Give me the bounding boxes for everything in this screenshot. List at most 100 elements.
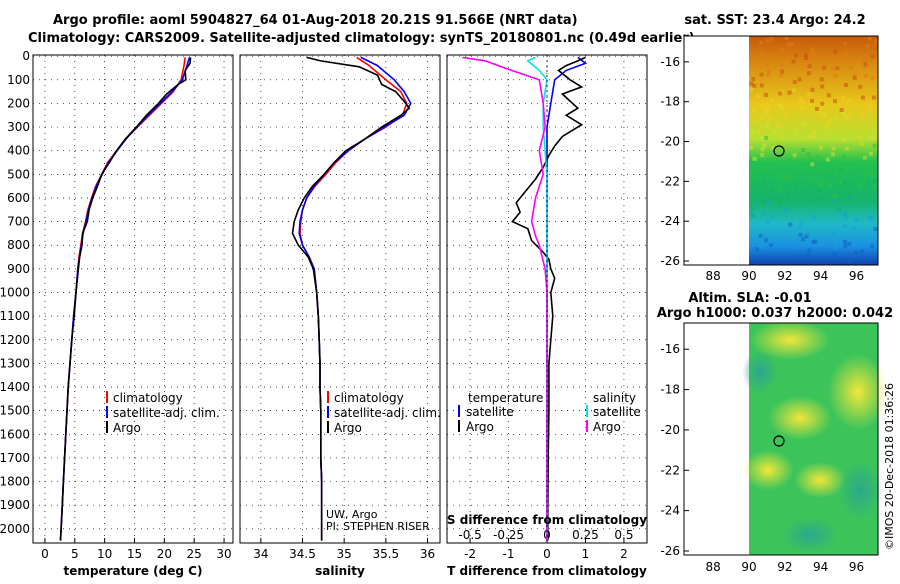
lon-tick-label: 90 <box>741 560 756 574</box>
sst-pixel <box>805 134 810 139</box>
sst-pixel <box>834 169 839 174</box>
x-tick-label: 34.5 <box>289 547 316 561</box>
title-line-2: Climatology: CARS2009. Satellite-adjuste… <box>28 31 695 46</box>
sst-pixel <box>787 90 792 95</box>
series-line-s-argo <box>462 56 548 541</box>
depth-tick-label: 1400 <box>0 380 30 394</box>
sst-pixel <box>761 200 766 205</box>
sst-pixel <box>792 88 797 93</box>
sst-pixel <box>843 239 847 244</box>
sst-pixel <box>841 96 846 100</box>
lat-tick-label: -20 <box>660 423 680 437</box>
depth-tick-label: 1500 <box>0 404 30 418</box>
sst-pixel <box>870 54 875 59</box>
sst-pixel <box>807 248 812 253</box>
sst-pixel <box>812 129 817 134</box>
sst-pixel <box>787 42 791 47</box>
sst-pixel <box>854 217 859 222</box>
sst-pixel <box>831 231 836 236</box>
sst-pixel <box>806 152 811 157</box>
sst-pixel <box>757 130 762 135</box>
depth-tick-label: 600 <box>7 191 30 205</box>
temperature-plot <box>59 57 192 541</box>
sst-argo-marker <box>773 145 785 157</box>
sst-pixel <box>756 93 761 98</box>
sla-blob <box>838 460 882 520</box>
series-line-t-argo <box>511 56 586 541</box>
sst-pixel <box>765 109 770 114</box>
sst-pixel <box>779 198 783 203</box>
sst-pixel <box>788 222 793 227</box>
sst-pixel <box>852 225 857 230</box>
depth-tick-label: 400 <box>7 144 30 158</box>
sst-pixel <box>827 119 832 124</box>
sst-pixel <box>799 221 804 226</box>
sst-pixel <box>797 77 802 82</box>
sst-pixel <box>831 146 836 151</box>
sst-pixel <box>854 250 858 255</box>
sst-pixel <box>749 256 754 261</box>
sst-pixel <box>768 195 773 200</box>
sst-pixel <box>808 199 813 204</box>
lon-tick-label: 94 <box>813 269 828 283</box>
sst-pixel <box>833 99 837 104</box>
difference-legend: temperature satellite Argo salinity sate… <box>458 391 641 434</box>
sst-pixel <box>807 156 812 161</box>
x-tick-label: 1 <box>582 547 590 561</box>
sst-pixel <box>868 109 873 114</box>
x-tick-label: 0 <box>41 547 49 561</box>
sst-pixel <box>810 162 815 167</box>
credit-line-2: PI: STEPHEN RISER <box>326 520 430 533</box>
sst-pixel <box>861 95 865 100</box>
sst-pixel <box>816 188 821 193</box>
lon-tick-label: 90 <box>741 269 756 283</box>
sst-pixel <box>767 69 771 74</box>
sst-map-land-area <box>684 36 749 265</box>
sst-pixel <box>863 57 868 62</box>
sst-pixel <box>812 53 817 58</box>
sst-pixel <box>822 65 827 70</box>
sst-pixel <box>848 112 853 117</box>
sst-pixel <box>859 249 864 254</box>
sst-pixel <box>825 122 830 127</box>
sst-pixel <box>825 157 830 162</box>
sst-pixel <box>832 194 837 199</box>
sst-pixel <box>764 123 769 128</box>
lat-tick-label: -22 <box>660 463 680 477</box>
sst-pixel <box>865 179 870 184</box>
sla-map-land-area <box>684 323 749 555</box>
x-tick-label: 20 <box>157 547 172 561</box>
x-tick-label: -1 <box>503 547 515 561</box>
depth-tick-label: 1800 <box>0 475 30 489</box>
sst-pixel <box>792 255 797 260</box>
lon-tick-label: 96 <box>849 560 864 574</box>
sst-pixel <box>800 100 805 104</box>
legend-t-satellite: satellite <box>466 405 514 419</box>
sst-pixel <box>779 135 784 140</box>
legend-swatch-climatology <box>327 391 329 403</box>
sst-pixel <box>826 93 831 98</box>
sst-pixel <box>859 141 864 146</box>
s-difference-label: S difference from climatology <box>447 513 647 527</box>
sst-pixel <box>867 36 872 41</box>
depth-tick-label: 200 <box>7 96 30 110</box>
x2-tick-label: 0.25 <box>572 528 599 542</box>
sst-pixel <box>861 59 866 64</box>
sst-pixel <box>764 238 768 243</box>
grid-dots <box>33 55 647 543</box>
sst-pixel <box>780 69 785 74</box>
depth-tick-label: 500 <box>7 167 30 181</box>
legend-swatch-s-satellite <box>586 405 588 417</box>
sst-pixel <box>800 122 805 127</box>
sst-pixel <box>807 92 812 97</box>
depth-tick-label: 2000 <box>0 522 30 536</box>
series-line-satellite <box>298 56 412 541</box>
sst-pixel <box>873 226 878 231</box>
sla-map-frame <box>683 322 879 556</box>
sst-pixel <box>807 64 812 69</box>
sst-pixel <box>832 252 837 257</box>
sst-pixel <box>863 62 868 67</box>
sst-pixel <box>852 74 857 78</box>
sst-pixel <box>781 175 786 180</box>
sst-pixel <box>837 256 842 261</box>
